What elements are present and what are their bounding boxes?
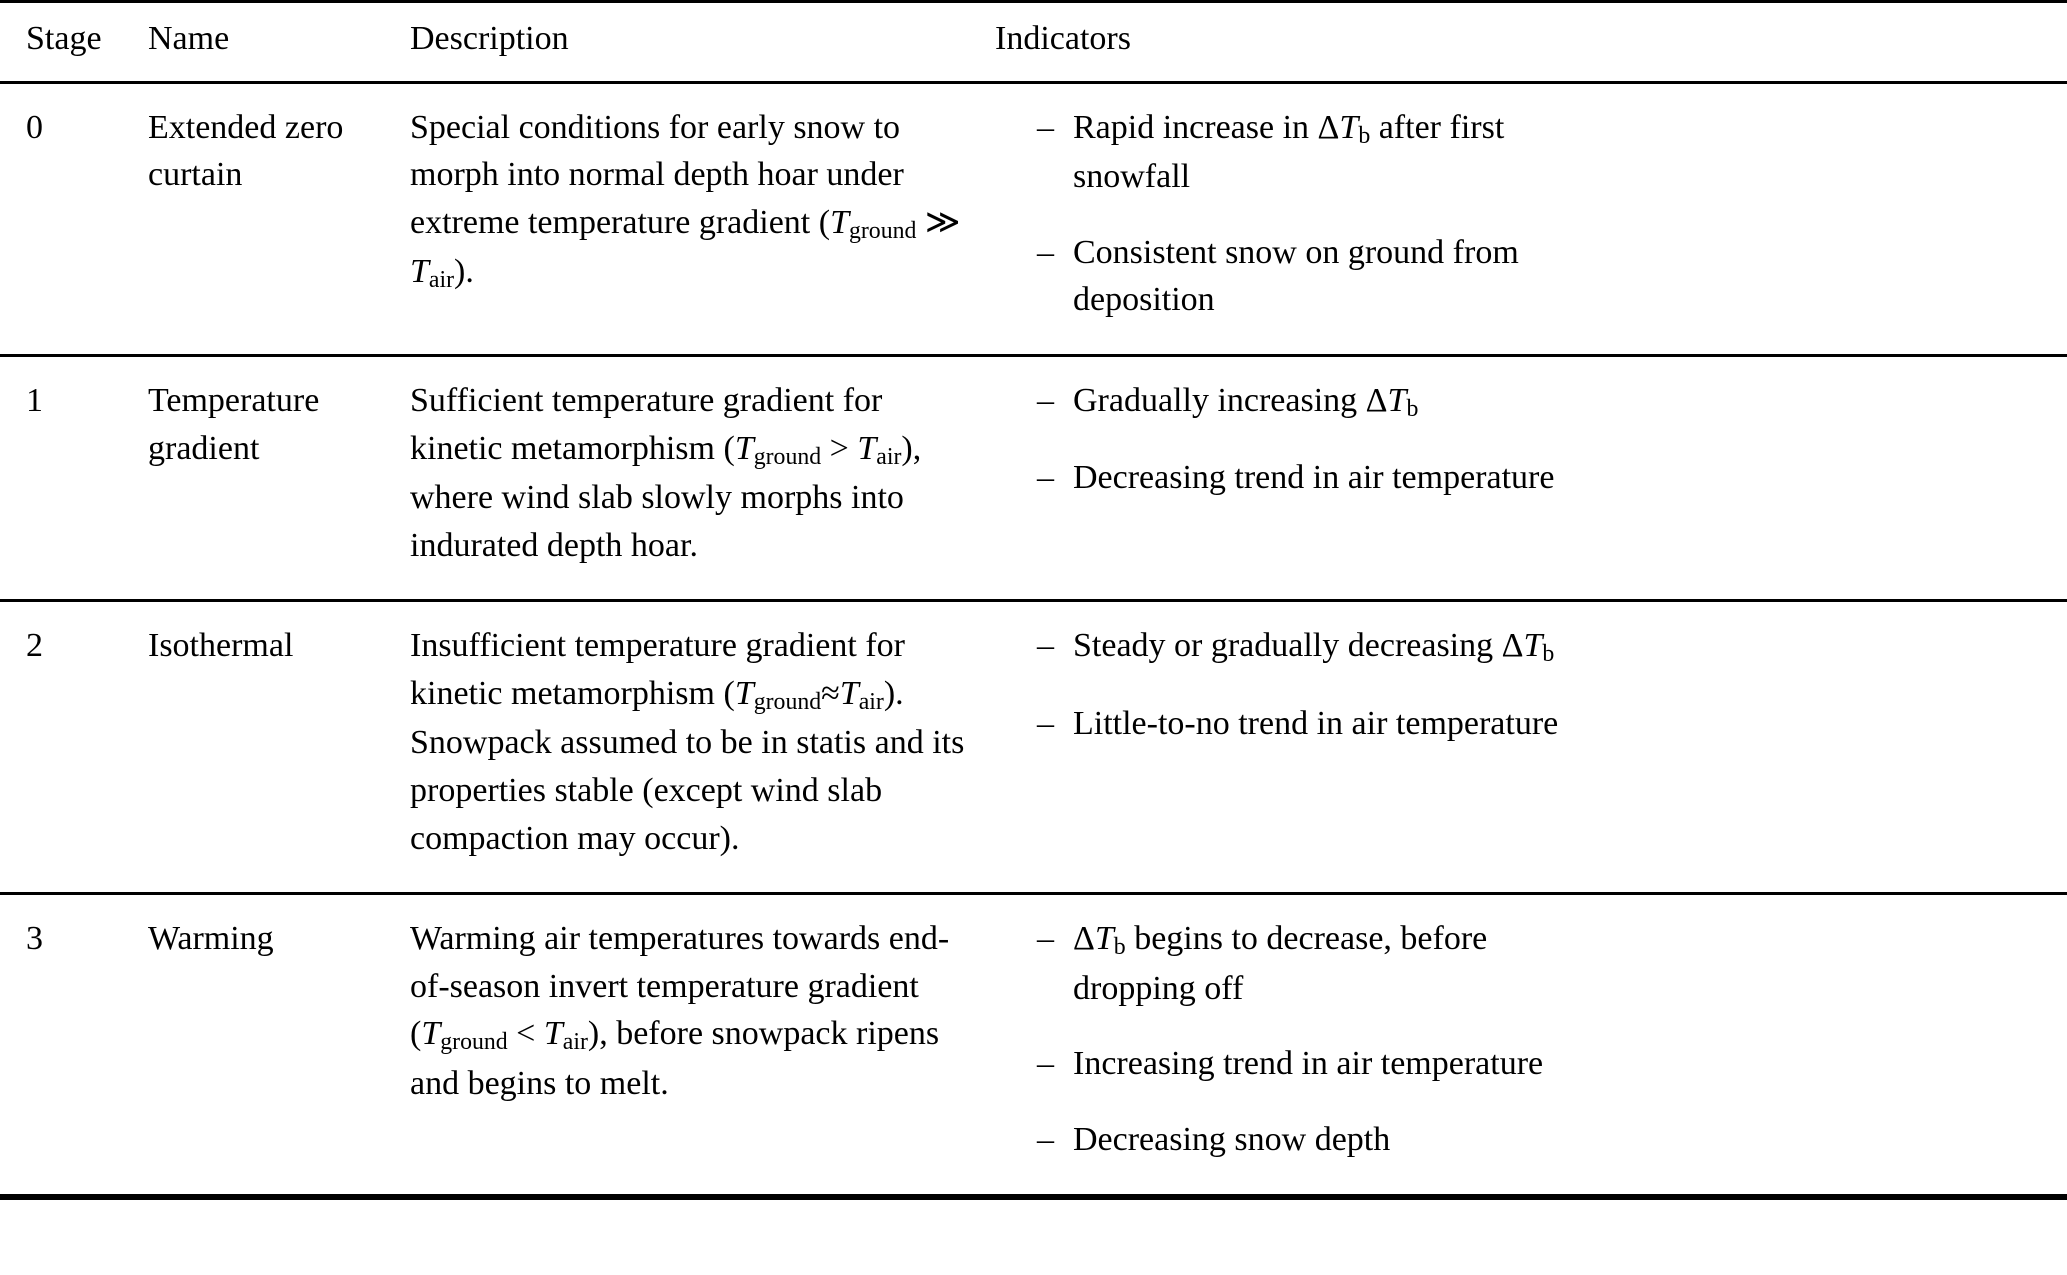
indicator-item: – Rapid increase in ΔTb after first snow…	[1037, 104, 1598, 201]
name-cell: Warming	[148, 920, 274, 958]
indicators-cell: – ΔTb begins to decrease, before droppin…	[995, 915, 2067, 1163]
description-cell: Warming air temperatures towards end-of-…	[410, 920, 950, 1102]
header-stage: Stage	[26, 20, 102, 57]
stage-cell: 2	[26, 627, 43, 665]
indicator-item: – ΔTb begins to decrease, before droppin…	[1037, 915, 1598, 1012]
name-cell: Isothermal	[148, 627, 294, 665]
stage-cell: 1	[26, 381, 43, 419]
table-row: 2 Isothermal Insufficient temperature gr…	[0, 602, 2067, 896]
indicators-cell: – Gradually increasing ΔTb – Decreasing …	[995, 377, 2067, 502]
header-indicators: Indicators	[995, 20, 1131, 57]
indicators-cell: – Steady or gradually decreasing ΔTb – L…	[995, 622, 2067, 747]
header-description: Description	[410, 20, 569, 57]
header-name: Name	[148, 20, 230, 57]
name-cell: Temperature gradient	[148, 381, 320, 467]
indicator-text: Consistent snow on ground from depositio…	[1073, 233, 1519, 319]
dash-bullet: –	[1037, 627, 1054, 665]
stage-cell: 3	[26, 920, 43, 958]
dash-bullet: –	[1037, 1120, 1054, 1158]
indicator-item: – Steady or gradually decreasing ΔTb	[1037, 622, 1598, 672]
table-header-row: Stage Name Description Indicators	[0, 3, 2067, 84]
indicator-item: – Little-to-no trend in air temperature	[1037, 700, 1598, 748]
indicator-text: Gradually increasing ΔTb	[1073, 381, 1419, 423]
dash-bullet: –	[1037, 108, 1054, 146]
dash-bullet: –	[1037, 459, 1054, 497]
description-cell: Special conditions for early snow to mor…	[410, 108, 961, 294]
dash-bullet: –	[1037, 1045, 1054, 1083]
stage-cell: 0	[26, 108, 43, 146]
dash-bullet: –	[1037, 381, 1054, 419]
dash-bullet: –	[1037, 920, 1054, 958]
table-row: 0 Extended zero curtain Special conditio…	[0, 84, 2067, 357]
table-row: 1 Temperature gradient Sufficient temper…	[0, 357, 2067, 603]
name-cell: Extended zero curtain	[148, 108, 344, 194]
indicator-item: – Increasing trend in air temperature	[1037, 1040, 1598, 1088]
indicator-text: Decreasing snow depth	[1073, 1120, 1391, 1158]
indicator-text: ΔTb begins to decrease, before dropping …	[1073, 920, 1488, 1007]
dash-bullet: –	[1037, 233, 1054, 271]
description-cell: Sufficient temperature gradient for kine…	[410, 381, 922, 564]
dash-bullet: –	[1037, 704, 1054, 742]
indicator-text: Decreasing trend in air temperature	[1073, 459, 1555, 497]
indicator-text: Rapid increase in ΔTb after first snowfa…	[1073, 108, 1505, 196]
snow-stages-table: Stage Name Description Indicators 0 Exte…	[0, 0, 2067, 1200]
description-cell: Insufficient temperature gradient for ki…	[410, 627, 965, 857]
indicator-item: – Decreasing trend in air temperature	[1037, 454, 1598, 502]
indicator-item: – Gradually increasing ΔTb	[1037, 377, 1598, 427]
indicators-cell: – Rapid increase in ΔTb after first snow…	[995, 104, 2067, 324]
indicator-text: Increasing trend in air temperature	[1073, 1045, 1544, 1083]
indicator-item: – Consistent snow on ground from deposit…	[1037, 229, 1598, 324]
indicator-text: Steady or gradually decreasing ΔTb	[1073, 627, 1555, 668]
indicator-text: Little-to-no trend in air temperature	[1073, 704, 1559, 742]
table-row: 3 Warming Warming air temperatures towar…	[0, 895, 2067, 1200]
indicator-item: – Decreasing snow depth	[1037, 1116, 1598, 1164]
